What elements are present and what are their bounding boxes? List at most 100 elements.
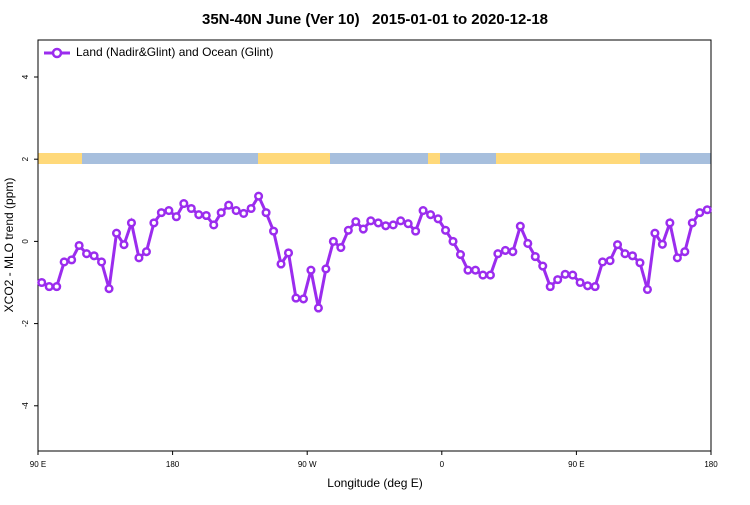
data-point — [209, 220, 219, 230]
data-point — [523, 238, 533, 248]
data-point — [351, 217, 361, 227]
data-point — [396, 216, 406, 226]
data-point — [321, 264, 331, 274]
data-point — [508, 247, 518, 257]
x-tick-label: 180 — [166, 460, 180, 469]
data-point — [261, 208, 271, 218]
ocean-segment — [440, 153, 496, 164]
data-point — [97, 257, 107, 267]
data-point — [650, 228, 660, 238]
data-point — [620, 249, 630, 259]
data-point — [605, 256, 615, 266]
data-point — [216, 208, 226, 218]
data-point — [470, 265, 481, 275]
x-tick-label: 90 E — [30, 460, 46, 469]
x-tick-label: 90 E — [568, 460, 584, 469]
data-point — [388, 220, 398, 230]
data-point — [67, 255, 77, 265]
data-point — [186, 203, 196, 214]
x-tick-label: 90 W — [298, 460, 317, 469]
land-segment — [38, 153, 82, 164]
data-point — [455, 249, 466, 260]
data-point — [283, 248, 294, 258]
plot-frame — [37, 39, 712, 452]
data-point — [104, 284, 114, 294]
data-point — [298, 294, 309, 304]
data-point — [560, 269, 570, 279]
data-point — [149, 218, 159, 228]
data-point — [672, 253, 682, 263]
data-point — [336, 243, 346, 253]
data-point — [89, 251, 99, 261]
data-point — [657, 239, 667, 249]
data-point — [665, 218, 675, 228]
series-line — [41, 192, 708, 309]
data-point — [59, 257, 69, 267]
data-point — [44, 282, 54, 292]
data-point — [635, 258, 645, 268]
data-point — [411, 226, 421, 236]
ocean-segment — [640, 153, 711, 164]
data-point — [276, 259, 286, 269]
data-point — [328, 236, 338, 246]
data-point — [500, 245, 510, 255]
data-point — [575, 277, 585, 288]
data-point — [156, 208, 166, 218]
y-tick-label: 2 — [21, 156, 30, 161]
data-point — [642, 284, 652, 295]
data-point — [463, 265, 473, 275]
data-point — [598, 257, 608, 267]
data-point — [306, 265, 316, 275]
data-point — [538, 261, 548, 271]
data-point — [583, 281, 593, 291]
data-point — [373, 218, 383, 228]
data-point — [231, 206, 241, 216]
chart-title: 35N-40N June (Ver 10) 2015-01-01 to 2020… — [202, 11, 548, 28]
data-point — [111, 228, 122, 238]
data-point — [134, 253, 144, 263]
data-point — [194, 210, 204, 220]
data-point — [403, 219, 413, 229]
x-axis-label: Longitude (deg E) — [327, 476, 422, 490]
data-point — [224, 200, 234, 210]
data-point — [126, 218, 137, 228]
data-point — [358, 224, 368, 234]
data-point — [74, 240, 84, 251]
data-point — [313, 303, 323, 313]
data-point — [553, 275, 563, 285]
data-point — [164, 206, 174, 216]
data-point — [515, 221, 525, 231]
x-tick-label: 0 — [440, 460, 445, 469]
legend-label: Land (Nadir&Glint) and Ocean (Glint) — [76, 45, 273, 59]
data-point — [545, 282, 555, 292]
ocean-segment — [330, 153, 428, 164]
x-tick-label: 180 — [704, 460, 718, 469]
data-point — [568, 270, 578, 280]
data-point — [418, 206, 428, 216]
data-point — [680, 247, 690, 257]
ocean-segment — [82, 153, 258, 164]
data-point — [246, 203, 256, 214]
data-point — [82, 249, 92, 259]
land-segment — [428, 153, 440, 164]
land-segment — [496, 153, 640, 164]
data-point — [485, 270, 495, 280]
data-point — [37, 277, 47, 288]
data-point — [119, 240, 129, 250]
data-point — [254, 191, 264, 201]
land-segment — [258, 153, 330, 164]
data-point — [179, 199, 189, 209]
data-point — [590, 282, 600, 292]
y-axis-label: XCO2 - MLO trend (ppm) — [2, 178, 16, 313]
y-tick-label: 4 — [21, 74, 30, 79]
data-point — [478, 270, 488, 280]
data-point — [239, 208, 249, 218]
data-point — [141, 247, 151, 257]
data-point — [381, 221, 391, 231]
data-point — [269, 226, 279, 236]
y-tick-label: 0 — [21, 239, 30, 244]
data-point — [291, 293, 301, 303]
data-point — [687, 218, 697, 228]
data-point — [343, 225, 353, 235]
